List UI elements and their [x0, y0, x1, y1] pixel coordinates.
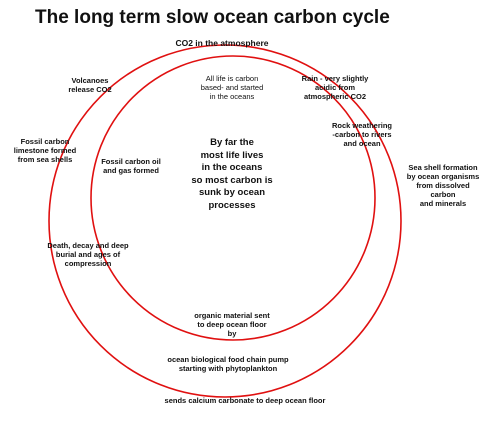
- label-line: sends calcium carbonate to deep ocean fl…: [164, 396, 326, 405]
- label-line: from dissolved: [416, 181, 470, 190]
- label-line: Fossil carbon oil: [101, 157, 161, 166]
- label-line: to deep ocean floor: [197, 320, 267, 329]
- label-line: based- and started: [200, 83, 264, 92]
- label: sends calcium carbonate to deep ocean fl…: [165, 396, 326, 405]
- label-line: ocean biological food chain pump: [167, 355, 289, 364]
- label-line: limestone formed: [13, 146, 77, 155]
- label-line: CO2 in the atmosphere: [175, 38, 269, 48]
- outer-cycle: [48, 44, 402, 398]
- label-line: so most carbon is: [191, 174, 273, 186]
- label: Death, decay and deep burial and ages of c…: [47, 241, 128, 268]
- label-line: Death, decay and deep: [47, 241, 129, 250]
- label-line: Sea shell formation: [408, 163, 478, 172]
- label-line: atmospheric CO2: [303, 92, 367, 101]
- label: CO2 in the atmosphere: [175, 39, 268, 48]
- label-line: by ocean organisms: [406, 172, 480, 181]
- label-line: in the oceans: [201, 162, 263, 173]
- label-line: release CO2: [68, 85, 112, 94]
- label-line: and minerals: [419, 199, 467, 208]
- label-line: by: [227, 329, 237, 338]
- label: organic material sent to deep ocean floor…: [194, 311, 269, 338]
- label-line: -carbon to rivers: [332, 130, 392, 139]
- label-line: acidic from: [314, 83, 355, 92]
- label-line: from sea shells: [17, 155, 73, 164]
- label: All life is carbon based- and started in t…: [201, 74, 264, 101]
- label: Sea shell formation by ocean organisms fro…: [407, 163, 480, 208]
- label-line: compression: [64, 259, 112, 268]
- label-line: organic material sent: [194, 311, 270, 320]
- label: ocean biological food chain pump starting…: [167, 355, 288, 373]
- label-line: starting with phytoplankton: [178, 364, 278, 373]
- label-line: in the oceans: [209, 92, 255, 101]
- label: By far the most life lives in the oceans so…: [191, 137, 272, 212]
- label-line: and ocean: [343, 139, 381, 148]
- label-line: Rock weathering: [331, 121, 393, 130]
- label-line: Fossil carbon: [20, 137, 70, 146]
- label-line: Volcanoes: [71, 76, 109, 85]
- label-line: Rain - very slightly: [301, 74, 369, 83]
- label: Rain - very slightly acidic from atmospher…: [302, 74, 369, 101]
- label: Volcanoes release CO2: [68, 76, 111, 94]
- label-line: and gas formed: [103, 166, 159, 175]
- label: Fossil carbon oil and gas formed: [101, 157, 161, 175]
- label-line: most life lives: [200, 149, 264, 161]
- label-line: sunk by ocean: [199, 187, 265, 198]
- label-line: All life is carbon: [205, 74, 259, 83]
- label-line: burial and ages of: [55, 250, 121, 259]
- label-line: carbon: [430, 190, 456, 199]
- label-line: processes: [208, 199, 256, 211]
- inner-cycle: [90, 55, 376, 341]
- label: Fossil carbon limestone formed from sea sh…: [14, 137, 77, 164]
- title: The long term slow ocean carbon cycle: [35, 7, 390, 28]
- label: Rock weathering -carbon to rivers and ocea…: [332, 121, 392, 148]
- label-line: By far the: [210, 137, 254, 148]
